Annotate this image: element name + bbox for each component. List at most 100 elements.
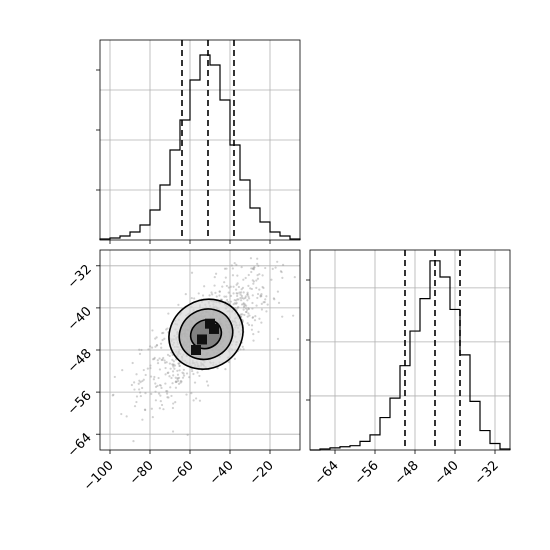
scatter-point xyxy=(165,392,169,395)
scatter-point xyxy=(227,286,230,289)
scatter-point xyxy=(247,284,250,287)
scatter-point xyxy=(214,291,217,294)
scatter-point xyxy=(265,295,268,298)
scatter-point xyxy=(188,376,191,379)
scatter-point xyxy=(243,313,246,317)
x-tick-label: −20 xyxy=(247,458,277,488)
scatter-point xyxy=(132,440,135,443)
scatter-point xyxy=(156,384,159,387)
scatter-point xyxy=(276,290,280,293)
scatter-point xyxy=(246,293,249,296)
scatter-point xyxy=(144,373,147,377)
scatter-point xyxy=(220,298,223,301)
scatter-point xyxy=(255,279,258,282)
scatter-point xyxy=(193,297,196,300)
y-tick-label: −32 xyxy=(65,262,95,292)
scatter-point xyxy=(160,386,163,390)
scatter-point xyxy=(151,358,155,361)
y-tick-label: −56 xyxy=(65,388,95,418)
scatter-point xyxy=(177,362,180,365)
scatter-point xyxy=(241,296,244,300)
scatter-point xyxy=(198,399,202,402)
scatter-point xyxy=(225,267,228,270)
scatter-point xyxy=(258,288,261,291)
scatter-point xyxy=(180,380,183,383)
scatter-point xyxy=(211,293,214,296)
scatter-point xyxy=(272,297,275,300)
x-tick-label: −80 xyxy=(127,458,157,488)
scatter-point xyxy=(167,312,170,315)
scatter-point xyxy=(236,306,239,309)
scatter-point xyxy=(112,393,115,396)
scatter-point xyxy=(239,348,242,351)
scatter-point xyxy=(178,364,181,367)
y-tick-label: −40 xyxy=(65,304,95,334)
scatter-point xyxy=(111,394,114,397)
scatter-point xyxy=(229,294,233,297)
density-peak xyxy=(205,318,215,329)
scatter-point xyxy=(260,321,263,324)
scatter-point xyxy=(224,368,227,371)
scatter-point xyxy=(158,368,162,371)
scatter-point xyxy=(213,275,216,279)
scatter-point xyxy=(172,402,175,405)
scatter-point xyxy=(266,303,269,306)
scatter-point xyxy=(246,308,249,312)
scatter-point xyxy=(264,266,267,270)
scatter-point xyxy=(159,342,163,345)
scatter-point xyxy=(236,294,239,298)
scatter-point xyxy=(125,415,128,418)
scatter-point xyxy=(178,364,181,368)
scatter-point xyxy=(154,382,157,385)
scatter-point xyxy=(198,374,201,378)
scatter-point xyxy=(185,372,189,375)
scatter-point xyxy=(231,267,234,270)
scatter-point xyxy=(147,348,150,351)
scatter-point xyxy=(276,337,280,340)
scatter-point xyxy=(240,294,243,298)
x-tick-label: −48 xyxy=(392,458,422,488)
scatter-point xyxy=(158,357,161,360)
scatter-point xyxy=(256,277,260,280)
scatter-point xyxy=(139,381,142,384)
scatter-point xyxy=(172,365,175,368)
scatter-point xyxy=(182,374,186,377)
scatter-point xyxy=(164,366,167,370)
scatter-point xyxy=(246,322,249,325)
scatter-point xyxy=(248,297,251,300)
scatter-point xyxy=(148,345,152,348)
scatter-point xyxy=(165,361,168,364)
scatter-point xyxy=(244,310,248,314)
scatter-point xyxy=(293,276,296,279)
scatter-point xyxy=(141,418,144,421)
scatter-point xyxy=(181,371,184,374)
scatter-point xyxy=(162,356,165,360)
scatter-point xyxy=(251,301,254,305)
scatter-point xyxy=(171,370,175,373)
scatter-point xyxy=(141,379,144,383)
scatter-point xyxy=(223,281,226,284)
scatter-point xyxy=(232,303,235,306)
scatter-point xyxy=(165,390,168,393)
histogram-step xyxy=(310,260,511,451)
scatter-point xyxy=(130,383,133,387)
scatter-point xyxy=(280,270,283,274)
scatter-point xyxy=(154,337,157,340)
scatter-point xyxy=(133,405,137,408)
scatter-point xyxy=(251,267,255,270)
scatter-point xyxy=(218,290,221,293)
scatter-point xyxy=(234,288,238,291)
scatter-point xyxy=(281,315,284,318)
scatter-point xyxy=(252,268,256,271)
scatter-point xyxy=(244,296,247,300)
density-peak xyxy=(197,334,207,345)
scatter-point xyxy=(234,302,238,305)
scatter-point xyxy=(250,328,253,331)
scatter-point xyxy=(121,369,124,372)
x-tick-label: −64 xyxy=(312,458,342,488)
scatter-point xyxy=(149,367,152,370)
scatter-point xyxy=(236,274,239,277)
x-tick-label: −40 xyxy=(432,458,462,488)
scatter-point xyxy=(151,329,154,332)
